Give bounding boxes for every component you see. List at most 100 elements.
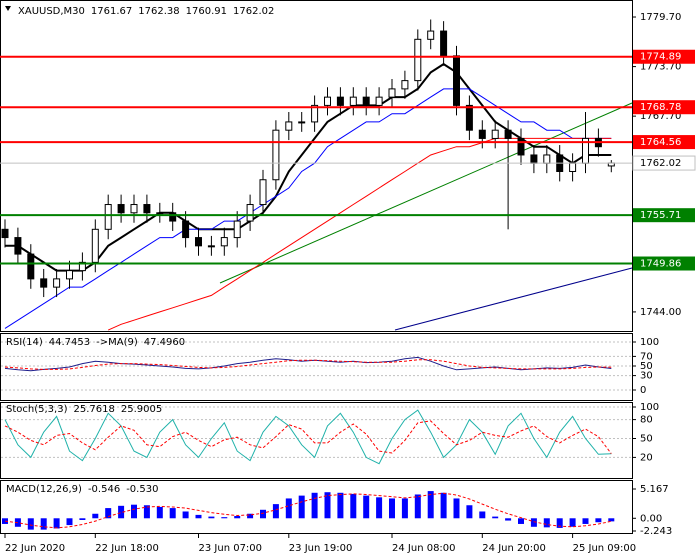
candle-body — [478, 129, 486, 139]
macd-bar — [182, 511, 189, 519]
candle-body — [285, 121, 293, 131]
indicator-name: RSI(14) — [6, 337, 43, 348]
y-tick-label: 1773.70 — [640, 62, 681, 73]
y-tick-label: 0 — [640, 385, 646, 396]
candle-body — [349, 96, 357, 106]
candle-body — [362, 96, 370, 106]
candle-body — [530, 154, 538, 164]
macd-bar — [530, 518, 537, 527]
candle-body — [40, 278, 48, 288]
macd-bar — [389, 498, 395, 519]
candle-body — [259, 179, 267, 206]
macd-bar — [234, 516, 241, 519]
candle-body — [156, 212, 164, 215]
macd-bar — [427, 491, 434, 519]
indicator-value: 44.7453 — [49, 337, 90, 348]
macd-bar — [156, 506, 163, 519]
macd-bar — [608, 518, 615, 522]
macd-bar — [92, 513, 99, 519]
candle-body — [66, 270, 73, 280]
y-tick-label: 0.00 — [640, 513, 662, 524]
y-tick-label: 100 — [640, 402, 659, 413]
macd-bar — [350, 493, 357, 519]
trend-line — [394, 267, 633, 331]
candle-body — [169, 212, 177, 222]
candle-body — [440, 30, 448, 57]
candle-body — [220, 237, 228, 247]
macd-panel — [0, 480, 633, 534]
macd-bar — [272, 504, 279, 519]
candle-body — [324, 96, 331, 106]
y-tick-label: 50 — [640, 361, 653, 372]
level-label-box — [633, 135, 695, 150]
macd-bar — [401, 498, 408, 519]
y-tick-label: 50 — [640, 434, 653, 445]
level-label-box — [633, 256, 695, 271]
indicator-line — [4, 409, 612, 465]
y-tick-label: 1767.70 — [640, 111, 681, 122]
candle-body — [427, 30, 435, 40]
x-tick-label: 24 Jun 08:00 — [392, 543, 456, 554]
macd-bar — [27, 518, 34, 530]
candle-body — [117, 204, 125, 214]
macd-bar — [143, 505, 150, 519]
candle-body — [517, 137, 525, 156]
candle-body — [104, 204, 112, 230]
ohlc-value: 1762.38 — [138, 6, 179, 17]
indicator-value: 25.9005 — [121, 404, 162, 415]
x-tick-label: 23 Jun 19:00 — [289, 543, 353, 554]
x-tick-label: 25 Jun 09:00 — [573, 543, 637, 554]
macd-bar — [118, 505, 125, 519]
x-tick-label: 24 Jun 20:00 — [482, 543, 546, 554]
macd-bar — [518, 518, 524, 524]
macd-bar — [169, 508, 176, 519]
macd-bar — [105, 508, 112, 519]
candle-body — [336, 96, 344, 106]
macd-bar — [582, 518, 589, 524]
symbol: XAUUSD,M30 — [18, 6, 85, 17]
y-tick-label: 100 — [640, 337, 659, 348]
x-tick-label: 22 Jun 18:00 — [95, 543, 159, 554]
level-label-box — [633, 208, 695, 223]
level-label-box — [633, 100, 695, 115]
macd-bar — [505, 518, 512, 521]
candle-body — [491, 129, 499, 139]
candle-body — [130, 204, 138, 214]
macd-bar — [543, 518, 550, 528]
x-tick-label: 23 Jun 07:00 — [199, 543, 263, 554]
macd-bar — [363, 495, 370, 519]
y-tick-label: 5.167 — [640, 484, 669, 495]
macd-bar — [492, 516, 499, 519]
macd-bar — [595, 518, 602, 523]
indicator-value: -0.530 — [126, 484, 158, 495]
candle-body — [14, 237, 22, 255]
macd-bar — [53, 518, 60, 529]
indicator-value: 25.7618 — [73, 404, 114, 415]
y-tick-label: 80 — [640, 415, 653, 426]
macd-bar — [569, 518, 576, 527]
macd-bar — [479, 511, 486, 519]
indicator-title: MACD(12,26,9) -0.546 -0.530 — [6, 484, 158, 495]
macd-bar — [440, 492, 447, 519]
ohlc-value: 1761.67 — [91, 6, 132, 17]
macd-bar — [453, 498, 460, 519]
candle-body — [1, 228, 9, 239]
candle-body — [569, 162, 577, 172]
menu-arrow[interactable] — [5, 6, 11, 11]
macd-bar — [79, 518, 86, 520]
candle-body — [465, 104, 473, 131]
indicator-title: Stoch(5,3,3) 25.7618 25.9005 — [6, 404, 162, 415]
indicator-line — [4, 359, 612, 370]
macd-bar — [556, 518, 563, 528]
macd-bar — [208, 516, 215, 519]
macd-bar — [311, 492, 318, 519]
macd-bar — [285, 498, 292, 519]
candle-body — [246, 204, 254, 222]
y-tick-label: 30 — [640, 371, 653, 382]
candle-body — [207, 245, 215, 248]
level-label: 1749.86 — [640, 259, 681, 270]
candle-body — [143, 204, 151, 214]
x-tick-label: 22 Jun 2020 — [5, 543, 65, 554]
